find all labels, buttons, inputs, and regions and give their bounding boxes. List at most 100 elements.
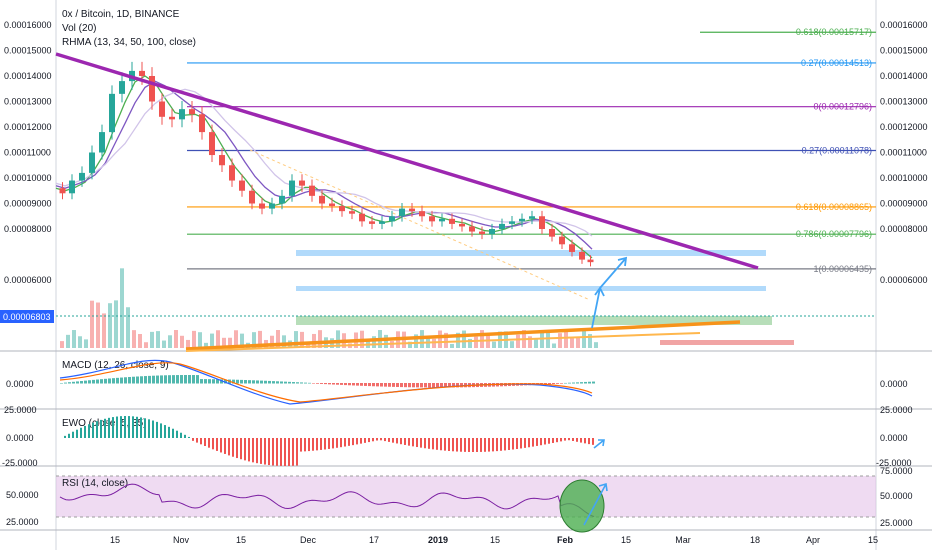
ewo-bar <box>228 438 230 456</box>
candle-body <box>499 223 505 229</box>
candle-body <box>139 70 145 76</box>
macd-bar <box>144 376 147 384</box>
volume-bar <box>492 341 496 348</box>
macd-bar <box>88 380 91 384</box>
macd-bar <box>276 381 279 384</box>
volume-bar <box>102 313 106 348</box>
ewo-left-axis-zero: 0.0000 <box>6 433 34 443</box>
time-axis-label: 18 <box>750 535 760 545</box>
macd-bar <box>132 376 135 384</box>
volume-bar <box>186 339 190 348</box>
ewo-bar <box>244 438 246 461</box>
macd-bar <box>140 376 143 384</box>
time-axis-label: 15 <box>110 535 120 545</box>
macd-bar <box>60 383 63 384</box>
fib-label: 1(0.00006435) <box>813 264 872 274</box>
macd-bar <box>372 383 375 387</box>
ewo-bar <box>224 438 226 454</box>
candle-body <box>309 185 315 196</box>
macd-bar <box>96 379 99 384</box>
macd-bar <box>92 379 95 384</box>
volume-bar <box>300 331 304 348</box>
macd-bar <box>376 383 379 387</box>
macd-bar <box>104 378 107 384</box>
macd-bar <box>108 378 111 384</box>
volume-bar <box>108 303 112 348</box>
support-trendline[interactable] <box>185 320 741 351</box>
volume-bar <box>546 332 550 348</box>
rhma-lines <box>55 75 593 301</box>
ewo-bar <box>568 438 570 441</box>
time-axis-label: 15 <box>868 535 878 545</box>
macd-bar <box>244 380 247 384</box>
candle-body <box>449 218 455 224</box>
candle-body <box>419 211 425 217</box>
volume-bar <box>78 336 82 348</box>
ewo-bar <box>252 438 254 463</box>
macd-bar <box>584 381 587 384</box>
macd-bar <box>544 383 547 385</box>
macd-bar <box>360 383 363 386</box>
volume-bar <box>222 337 226 348</box>
candle-body <box>369 221 375 224</box>
volume-bar <box>270 335 274 348</box>
candle-body <box>529 216 535 219</box>
macd-bar <box>296 382 299 384</box>
signal-line <box>59 362 593 403</box>
trendlines[interactable] <box>55 52 759 352</box>
candle-body <box>439 218 445 222</box>
ewo-bar <box>328 438 330 449</box>
ewo-bar <box>560 438 562 442</box>
left-price-label: 0.00013000 <box>4 97 52 107</box>
ewo-bar <box>128 416 130 438</box>
macd-bar <box>168 375 171 384</box>
left-price-label: 0.00008000 <box>4 224 52 234</box>
rsi-arrow <box>583 482 608 526</box>
candle-body <box>219 155 225 166</box>
volume-bar <box>210 333 214 348</box>
macd-bar <box>272 381 275 384</box>
resistance-trendline[interactable] <box>55 52 759 270</box>
volume-bar <box>204 342 208 348</box>
rsi-left-axis-75: 50.0000 <box>6 490 39 500</box>
macd-bar <box>444 383 447 388</box>
volume-bar <box>594 342 598 348</box>
candle-body <box>109 93 115 133</box>
macd-bar <box>284 381 287 384</box>
macd-bar <box>592 381 595 384</box>
volume-bar <box>234 330 238 348</box>
ewo-bar <box>144 418 146 438</box>
left-price-label: 0.00015000 <box>4 46 52 56</box>
candle-body <box>519 218 525 222</box>
rsi-right-axis-50: 50.0000 <box>880 491 913 501</box>
ewo-bar <box>456 438 458 452</box>
candle-body <box>509 221 515 224</box>
price-zones <box>296 250 794 345</box>
macd-bar <box>172 375 175 384</box>
ewo-bar <box>108 417 110 438</box>
candle-body <box>569 244 575 252</box>
macd-bar <box>184 375 187 384</box>
candle-body <box>359 213 365 222</box>
volume-bar <box>258 330 262 348</box>
fib-label: 0.27(0.00011078) <box>802 146 872 156</box>
time-axis-label: Apr <box>806 535 820 545</box>
macd-bar <box>268 380 271 384</box>
ewo-bar <box>308 438 310 452</box>
ewo-bar <box>312 438 314 451</box>
ewo-bar <box>572 438 574 442</box>
rsi-right-axis-25: 25.0000 <box>880 518 913 528</box>
macd-bar <box>224 379 227 384</box>
ewo-bar <box>500 438 502 451</box>
rsi-right-axis-75: 75.0000 <box>880 466 913 476</box>
ewo-bar <box>284 438 286 466</box>
ewo-bar <box>532 438 534 447</box>
ewo-bar <box>468 438 470 452</box>
macd-bar <box>400 383 403 388</box>
ewo-bar <box>116 416 118 438</box>
ewo-bar <box>260 438 262 464</box>
time-axis-label: Mar <box>675 535 691 545</box>
macd-bar <box>396 383 399 387</box>
ewo-bar <box>236 438 238 459</box>
